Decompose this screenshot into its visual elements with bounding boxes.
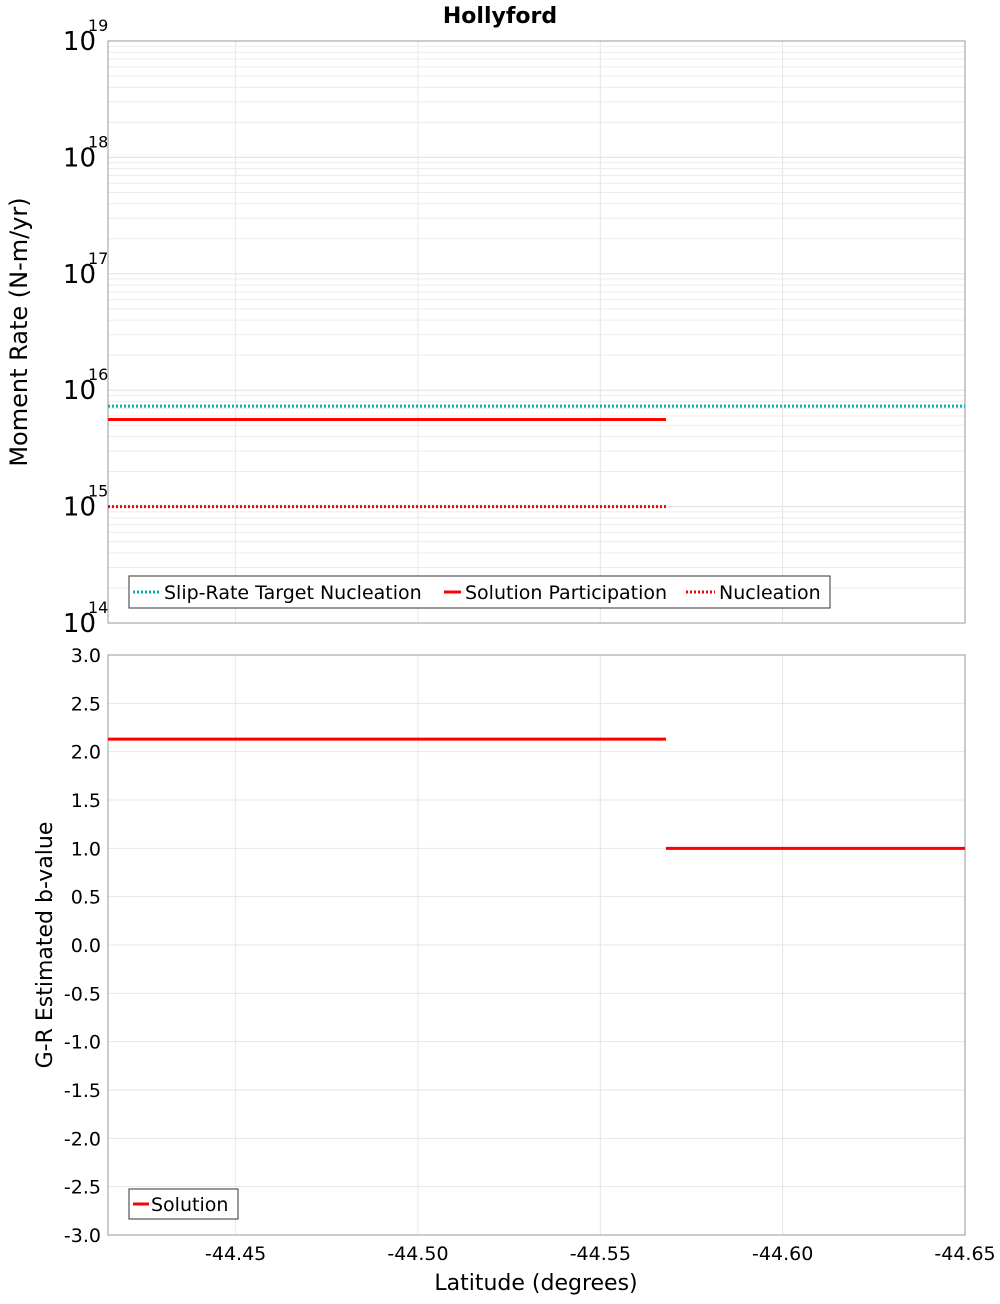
y-tick-label-exponent: 17 xyxy=(88,249,108,268)
y-tick-label: 2.0 xyxy=(71,742,101,764)
x-tick-label: -44.65 xyxy=(934,1243,995,1265)
y-tick-label-exponent: 19 xyxy=(88,16,108,35)
bottom-y-axis-label: G-R Estimated b-value xyxy=(33,822,58,1069)
y-tick-label-exponent: 14 xyxy=(88,598,108,617)
y-tick-label-exponent: 18 xyxy=(88,132,108,151)
top-y-axis-label: Moment Rate (N-m/yr) xyxy=(5,197,33,466)
x-tick-label: -44.50 xyxy=(387,1243,448,1265)
legend-label: Nucleation xyxy=(719,582,821,604)
y-tick-label: -2.0 xyxy=(64,1128,101,1150)
y-tick-label: 3.0 xyxy=(71,645,101,667)
y-tick-label: 1.0 xyxy=(71,838,101,860)
top-legend-box xyxy=(128,575,831,609)
legend-label: Solution Participation xyxy=(465,582,667,604)
y-tick-label-base: 10 xyxy=(63,260,96,290)
x-axis-label: Latitude (degrees) xyxy=(434,1271,637,1296)
y-tick-label-base: 10 xyxy=(63,609,96,639)
top-plot-area xyxy=(108,41,965,623)
legend-label: Slip-Rate Target Nucleation xyxy=(164,582,422,604)
y-tick-label-exponent: 16 xyxy=(88,365,108,384)
y-tick-label-base: 10 xyxy=(63,493,96,523)
y-tick-label-base: 10 xyxy=(63,376,96,406)
y-tick-label: -3.0 xyxy=(64,1225,101,1247)
y-tick-label-base: 10 xyxy=(63,27,96,57)
x-tick-label: -44.55 xyxy=(570,1243,631,1265)
y-tick-label: -2.5 xyxy=(64,1177,101,1199)
legend-label: Solution xyxy=(151,1194,228,1216)
x-tick-label: -44.60 xyxy=(752,1243,813,1265)
chart-title: Hollyford xyxy=(443,4,557,29)
y-tick-label: 1.5 xyxy=(71,790,101,812)
y-tick-label: -0.5 xyxy=(64,983,101,1005)
y-tick-label: -1.5 xyxy=(64,1080,101,1102)
bottom-plot-border xyxy=(107,654,966,1236)
y-tick-label: 0.5 xyxy=(71,887,101,909)
x-tick-label: -44.45 xyxy=(205,1243,266,1265)
y-tick-label-exponent: 15 xyxy=(88,482,108,501)
y-tick-label: 0.0 xyxy=(71,935,101,957)
y-tick-label: -1.0 xyxy=(64,1032,101,1054)
top-plot-border xyxy=(107,40,966,624)
y-tick-label-base: 10 xyxy=(63,143,96,173)
y-tick-label: 2.5 xyxy=(71,693,101,715)
